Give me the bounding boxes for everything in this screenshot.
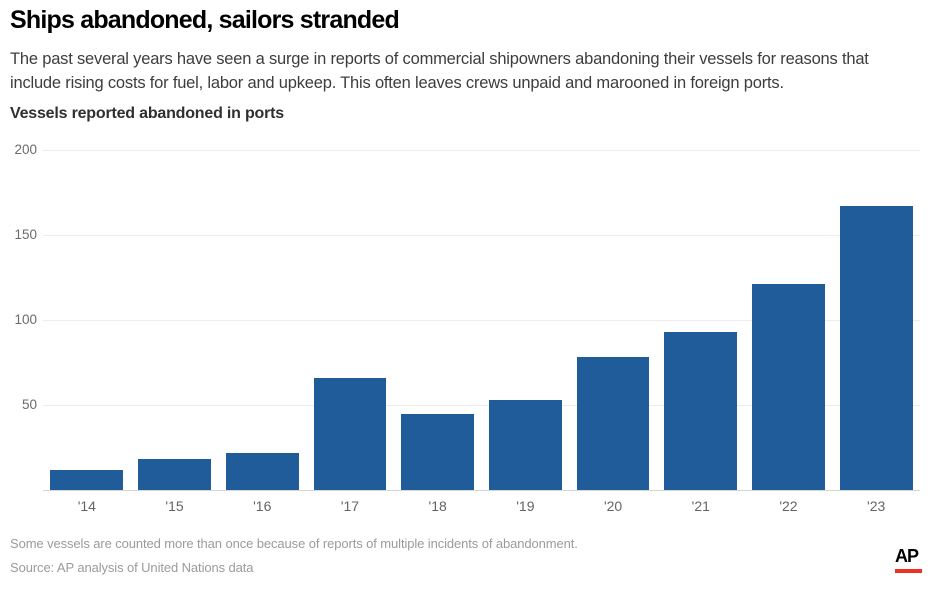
bar-16-value-22 bbox=[225, 452, 299, 490]
bar-slot-17 bbox=[306, 150, 394, 490]
bar-slot-22 bbox=[745, 150, 833, 490]
gridline-200 bbox=[43, 150, 920, 151]
gridline-100 bbox=[43, 320, 920, 321]
bar-22-value-121 bbox=[752, 284, 825, 490]
x-tick-label-23: '23 bbox=[867, 498, 886, 514]
bar-21-value-93 bbox=[664, 331, 738, 490]
bar-23-value-167 bbox=[839, 206, 913, 490]
bar-slot-23 bbox=[832, 150, 920, 490]
bar-18-value-45 bbox=[401, 413, 475, 490]
plot-area bbox=[43, 150, 920, 491]
y-tick-label-50: 50 bbox=[21, 397, 37, 412]
bar-slot-20 bbox=[569, 150, 657, 490]
bar-slot-21 bbox=[657, 150, 745, 490]
bar-19-value-53 bbox=[488, 399, 562, 490]
ap-logo-underline bbox=[895, 569, 922, 573]
bar-chart: 50 100 150 200 '14'15'16'17'18'19'20'21'22 '… bbox=[0, 142, 936, 525]
bar-14-value-12 bbox=[50, 469, 124, 490]
chart-title: Vessels reported abandoned in ports bbox=[10, 105, 284, 122]
x-tick-label-17: '17 bbox=[340, 498, 360, 514]
ap-logo-text: AP bbox=[895, 546, 919, 566]
page-title: Ships abandoned, sailors stranded bbox=[10, 6, 400, 34]
x-tick-label-20: '20 bbox=[603, 498, 623, 514]
x-axis-labels: '14 '15 '16 '17 '18 '19 '20 '21 '22 '23 bbox=[43, 498, 920, 514]
x-tick-label-19: '19 bbox=[516, 498, 535, 514]
gridline-50 bbox=[43, 405, 920, 406]
y-tick-label-200: 200 bbox=[14, 142, 37, 157]
ap-logo: AP bbox=[895, 546, 923, 573]
x-tick-label-18: '18 bbox=[428, 498, 447, 514]
bar-17-value-66 bbox=[313, 377, 387, 490]
bar-slot-18 bbox=[394, 150, 482, 490]
y-tick-label-100: 100 bbox=[14, 312, 37, 327]
bar-20-value-78 bbox=[576, 357, 650, 490]
bar-slot-16 bbox=[218, 150, 306, 490]
bar-slot-14 bbox=[43, 150, 131, 490]
description-text: The past several years have seen a surge… bbox=[10, 50, 869, 92]
source-line: Source: AP analysis of United Nations da… bbox=[10, 560, 254, 575]
y-tick-label-150: 150 bbox=[14, 227, 37, 242]
bar-slot-15 bbox=[131, 150, 219, 490]
x-tick-label-15: '15 bbox=[165, 498, 184, 514]
bar-slot-19 bbox=[482, 150, 570, 490]
x-tick-label-22: '22 bbox=[779, 498, 798, 514]
bar-15-value-18 bbox=[138, 459, 211, 490]
x-tick-label-14: '14 bbox=[77, 498, 96, 514]
gridline-150 bbox=[43, 235, 920, 236]
footnote: Some vessels are counted more than once … bbox=[10, 536, 578, 551]
x-tick-label-21: '21 bbox=[691, 498, 710, 514]
x-tick-label-16: '16 bbox=[253, 498, 272, 514]
